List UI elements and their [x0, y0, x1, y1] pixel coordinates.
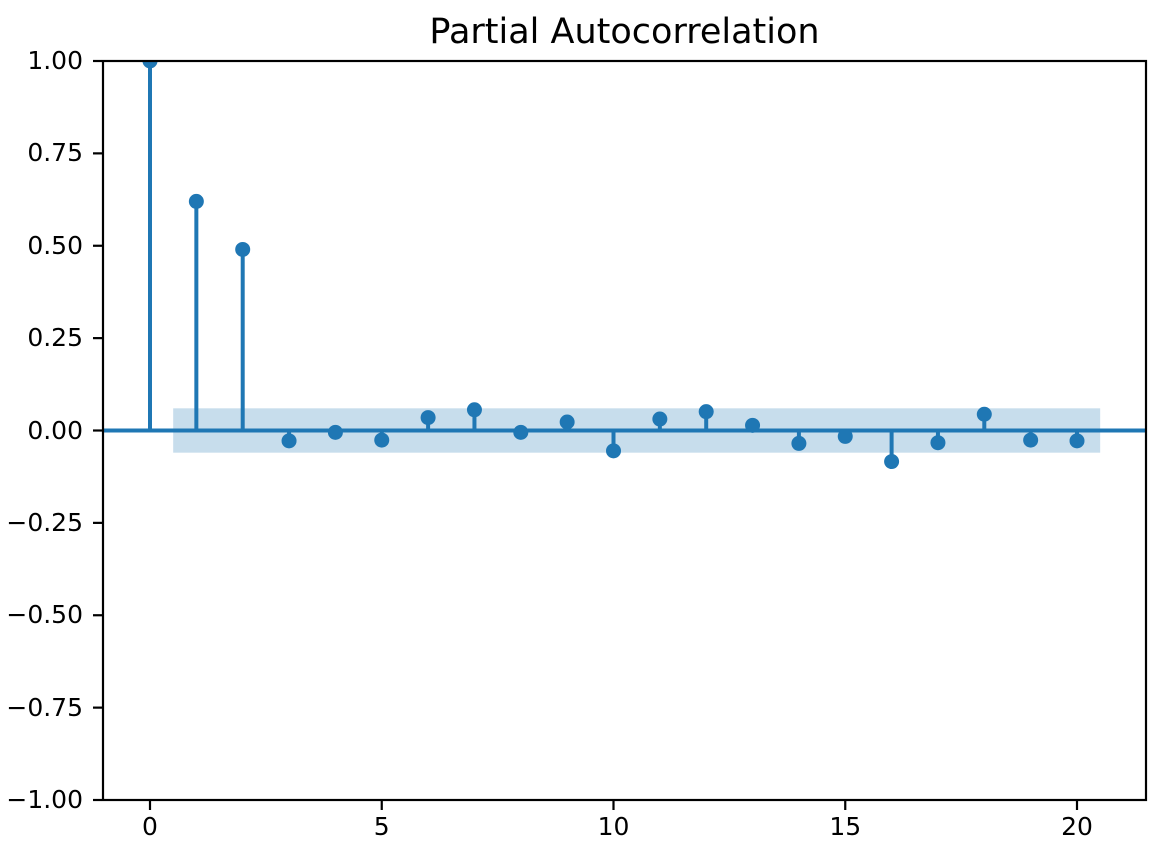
y-axis-tick-label: 0.50: [27, 230, 83, 260]
y-axis-tick-label: −0.75: [6, 692, 83, 722]
y-axis-tick-label: 1.00: [27, 46, 83, 75]
stem-marker-lag-14: [791, 435, 807, 451]
stem-marker-lag-6: [420, 410, 436, 426]
stem-marker-lag-3: [281, 433, 297, 449]
y-axis-tick-label: 0.75: [27, 138, 83, 168]
stem-marker-lag-18: [976, 406, 992, 422]
y-axis-tick-label: 0.00: [27, 415, 83, 445]
stem-marker-lag-5: [374, 432, 390, 448]
axes-border: [101, 59, 1148, 802]
x-axis-tick-label: 5: [373, 812, 390, 841]
stem-marker-lag-17: [930, 435, 946, 451]
stem-marker-lag-7: [466, 402, 482, 418]
x-axis-tick-label: 20: [1061, 812, 1093, 841]
stem-marker-lag-19: [1023, 432, 1039, 448]
x-axis-tick-label: 10: [597, 812, 630, 841]
chart-title: Partial Autocorrelation: [429, 12, 820, 52]
stem-marker-lag-13: [745, 417, 761, 433]
stem-marker-lag-16: [884, 454, 900, 470]
stem-marker-lag-0: [142, 61, 158, 69]
stem-marker-lag-2: [235, 241, 251, 257]
y-axis-tick-label: −0.50: [6, 600, 83, 630]
stem-marker-lag-11: [652, 411, 668, 427]
y-axis-tick-label: −1.00: [6, 785, 83, 814]
stem-marker-lag-4: [327, 424, 343, 440]
y-axis-tick-label: 0.25: [27, 323, 83, 353]
stem-marker-lag-15: [837, 428, 853, 444]
stem-marker-lag-1: [188, 193, 204, 209]
stem-marker-lag-20: [1069, 433, 1085, 449]
stem-marker-lag-8: [513, 424, 529, 440]
stem-marker-lag-9: [559, 414, 575, 430]
x-axis-tick-label: 0: [142, 812, 158, 841]
x-axis-tick-label: 15: [829, 812, 862, 841]
stem-marker-lag-12: [698, 404, 714, 420]
y-axis-tick-label: −0.25: [6, 507, 83, 537]
stem-marker-lag-10: [606, 443, 621, 459]
plot-data-group: [103, 61, 1146, 470]
